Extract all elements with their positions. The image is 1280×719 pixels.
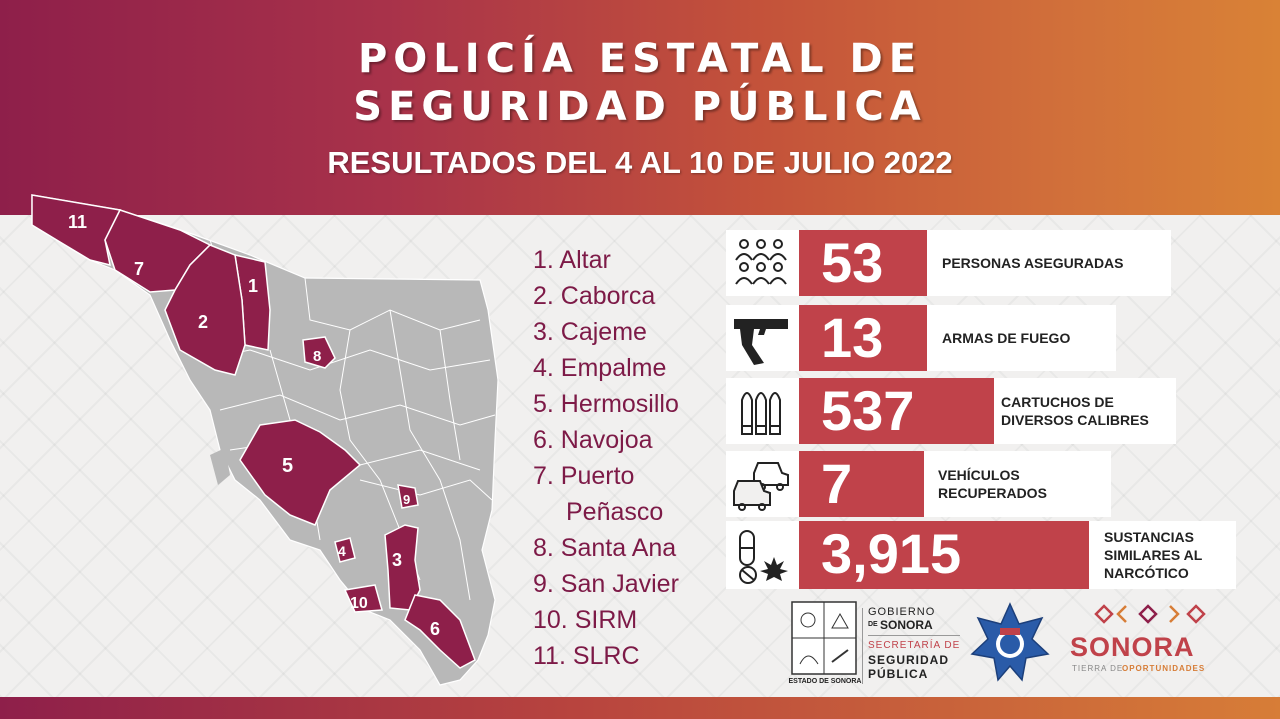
island xyxy=(210,448,230,485)
bullets-icon xyxy=(741,392,781,435)
legend-item: 7. Puerto xyxy=(533,462,635,490)
map-label-7: 7 xyxy=(134,259,144,279)
stat-label: CARTUCHOS DE DIVERSOS CALIBRES xyxy=(1001,394,1149,428)
legend-item: 9. San Javier xyxy=(533,570,679,598)
people-icon xyxy=(735,239,787,285)
map-region-santa-ana xyxy=(302,336,336,369)
header-banner xyxy=(0,0,1280,215)
stat-vehiculos: 7 VEHÍCULOS RECUPERADOS xyxy=(726,451,1111,517)
sonora-tagline-2: OPORTUNIDADES xyxy=(1122,664,1206,673)
stat-value: 3,915 xyxy=(799,521,1089,589)
secretaria-line1: SECRETARÍA DE xyxy=(868,640,961,651)
subtitle: RESULTADOS DEL 4 AL 10 DE JULIO 2022 xyxy=(327,145,953,180)
drugs-icon xyxy=(739,530,788,584)
gobierno-line2: SONORA xyxy=(880,618,933,632)
map-region-cajeme xyxy=(384,524,421,611)
sonora-brand: SONORA xyxy=(1070,632,1195,662)
legend-item: Peñasco xyxy=(566,498,664,526)
secretaria-line2: SEGURIDAD xyxy=(868,653,950,667)
police-star-icon xyxy=(970,602,1050,682)
stat-armas: 13 ARMAS DE FUEGO xyxy=(726,305,1116,371)
map-region-sirm xyxy=(343,584,383,613)
municipality-legend: 1. Altar 2. Caborca 3. Cajeme 4. Empalme… xyxy=(533,242,733,674)
map-label-5: 5 xyxy=(282,455,293,477)
map-label-11: 11 xyxy=(68,212,87,232)
sonora-pattern-icon xyxy=(1094,604,1206,624)
sonora-tagline-1: TIERRA DE xyxy=(1072,664,1124,673)
map-region-caborca xyxy=(164,244,246,376)
stat-value: 537 xyxy=(799,378,994,444)
sonora-map: 11 7 1 2 8 5 9 3 4 10 6 xyxy=(31,194,499,686)
legend-item: 11. SLRC xyxy=(533,642,640,670)
map-label-8: 8 xyxy=(313,348,321,365)
map-label-2: 2 xyxy=(198,312,208,332)
stat-personas: 53 PERSONAS ASEGURADAS xyxy=(726,230,1171,296)
map-label-3: 3 xyxy=(392,550,402,570)
legend-item: 4. Empalme xyxy=(533,354,667,382)
stat-value: 53 xyxy=(799,230,927,296)
map-region-empalme xyxy=(334,537,356,563)
stat-value: 13 xyxy=(799,305,927,371)
map-label-4: 4 xyxy=(338,543,346,559)
stat-label: SUSTANCIAS SIMILARES AL NARCÓTICO xyxy=(1104,529,1203,581)
gobierno-de: DE xyxy=(868,621,878,628)
legend-item: 6. Navojoa xyxy=(533,426,653,454)
map-label-9: 9 xyxy=(403,492,410,507)
stat-label: VEHÍCULOS RECUPERADOS xyxy=(938,467,1047,501)
cars-icon xyxy=(733,462,789,511)
stat-value: 7 xyxy=(799,451,924,517)
map-label-10: 10 xyxy=(350,595,368,612)
map-label-1: 1 xyxy=(248,276,258,296)
legend-item: 5. Hermosillo xyxy=(533,390,679,418)
municipal-borders xyxy=(199,239,496,601)
map-region-navojoa xyxy=(404,594,476,669)
gobierno-line1: GOBIERNO xyxy=(868,606,936,618)
legend-item: 8. Santa Ana xyxy=(533,534,677,562)
map-label-6: 6 xyxy=(430,619,440,639)
stat-sustancias: 3,915 SUSTANCIAS SIMILARES AL NARCÓTICO xyxy=(726,521,1236,589)
secretaria-line3: PÚBLICA xyxy=(868,667,929,681)
title-line-1: POLICÍA ESTATAL DE xyxy=(357,36,923,82)
legend-item: 2. Caborca xyxy=(533,282,656,310)
title-line-2: SEGURIDAD PÚBLICA xyxy=(353,84,927,130)
stat-label: PERSONAS ASEGURADAS xyxy=(942,255,1124,271)
logos-area: ESTADO DE SONORA GOBIERNO DE SONORA SECR… xyxy=(778,598,1228,690)
seal-caption: ESTADO DE SONORA xyxy=(788,678,862,685)
map-region-hermosillo xyxy=(239,419,362,526)
stat-label: ARMAS DE FUEGO xyxy=(942,330,1071,346)
gun-icon xyxy=(734,319,788,365)
map-region-san-javier xyxy=(397,484,419,509)
legend-item: 3. Cajeme xyxy=(533,318,647,346)
footer-bar xyxy=(0,697,1280,719)
sonora-seal-icon xyxy=(791,601,857,675)
legend-item: 10. SIRM xyxy=(533,606,638,634)
stat-cartuchos: 537 CARTUCHOS DE DIVERSOS CALIBRES xyxy=(726,378,1176,444)
legend-item: 1. Altar xyxy=(533,246,611,274)
